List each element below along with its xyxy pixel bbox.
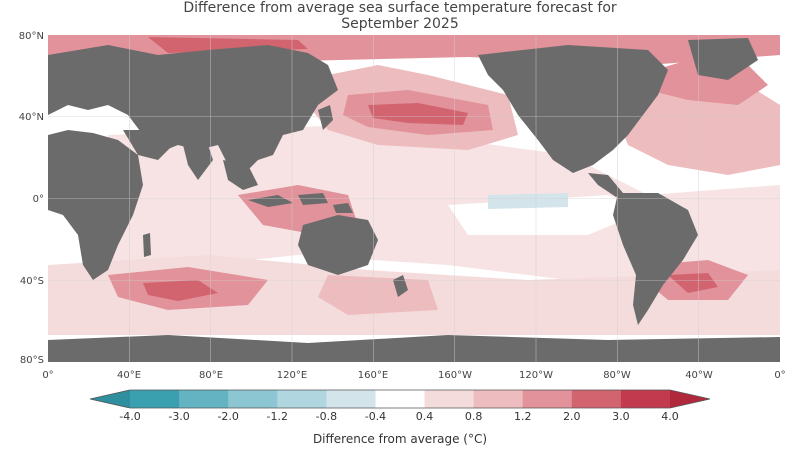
north-america — [478, 45, 668, 173]
sst-anomaly-map — [48, 35, 780, 362]
colorbar-segments — [89, 389, 711, 409]
southeast-asia — [223, 160, 258, 190]
colorbar-tick-label: 2.0 — [563, 410, 581, 423]
colorbar-extend-low — [90, 390, 130, 408]
lon-label-40w: 40°W — [685, 370, 713, 381]
colorbar-tick-label: -4.0 — [119, 410, 141, 423]
madagascar — [143, 233, 151, 257]
title-line-1: Difference from average sea surface temp… — [183, 0, 617, 16]
colorbar-tick-label: 4.0 — [661, 410, 679, 423]
colorbar-segment — [277, 390, 327, 408]
colorbar-segment — [130, 390, 180, 408]
graticule — [48, 35, 780, 362]
colorbar-tick-label: 1.2 — [513, 410, 532, 423]
antarctica — [48, 335, 780, 362]
south-america — [613, 193, 698, 325]
arabia — [123, 130, 173, 160]
lon-label-120e: 120°E — [276, 370, 308, 381]
colorbar-segment — [326, 390, 376, 408]
colorbar-tick-label: 0.4 — [415, 410, 434, 423]
japan — [318, 105, 333, 130]
lon-label-160w: 160°W — [438, 370, 472, 381]
colorbar-segment — [620, 390, 671, 408]
central-america — [588, 173, 623, 197]
colorbar-segment — [424, 390, 475, 408]
colorbar-tick-label: 3.0 — [612, 410, 630, 423]
colorbar-tick-label: -0.8 — [315, 410, 338, 423]
lon-label-80w: 80°W — [603, 370, 631, 381]
australia — [298, 215, 378, 275]
colorbar-tick-label: -2.0 — [217, 410, 239, 423]
colorbar-segment — [571, 390, 622, 408]
title-line-2: September 2025 — [341, 16, 459, 32]
lon-label-120w: 120°W — [519, 370, 553, 381]
india — [183, 145, 213, 180]
africa — [48, 130, 143, 280]
colorbar-segment — [228, 390, 278, 408]
lon-label-40e: 40°E — [116, 370, 142, 381]
indonesia — [248, 193, 353, 213]
colorbar-tick-label: -3.0 — [168, 410, 190, 423]
colorbar-outline — [89, 389, 711, 409]
colorbar-segment — [522, 390, 573, 408]
colorbar-tick-label: -1.2 — [266, 410, 288, 423]
land-masses — [48, 38, 780, 362]
colorbar-tick-label: 0.8 — [464, 410, 483, 423]
lat-label-40s: 40°S — [19, 276, 44, 287]
lon-label-160e: 160°E — [357, 370, 389, 381]
lon-label-80e: 80°E — [198, 370, 224, 381]
lat-label-80n: 80°N — [18, 31, 44, 42]
lat-label-equator: 0° — [32, 194, 44, 205]
lat-label-80s: 80°S — [19, 355, 44, 366]
colorbar-tick-label: -0.4 — [364, 410, 387, 423]
colorbar-extend-high — [670, 390, 710, 408]
lon-label-0-right: 0° — [774, 370, 786, 381]
colorbar-segment — [375, 390, 426, 408]
lat-label-40n: 40°N — [18, 112, 44, 123]
map-title: Difference from average sea surface temp… — [0, 0, 800, 32]
colorbar-segment — [473, 390, 524, 408]
greenland — [688, 38, 758, 80]
colorbar-segment — [179, 390, 229, 408]
colorbar-label: Difference from average (°C) — [312, 432, 488, 446]
eurasia — [48, 45, 338, 175]
lon-label-0: 0° — [42, 370, 54, 381]
